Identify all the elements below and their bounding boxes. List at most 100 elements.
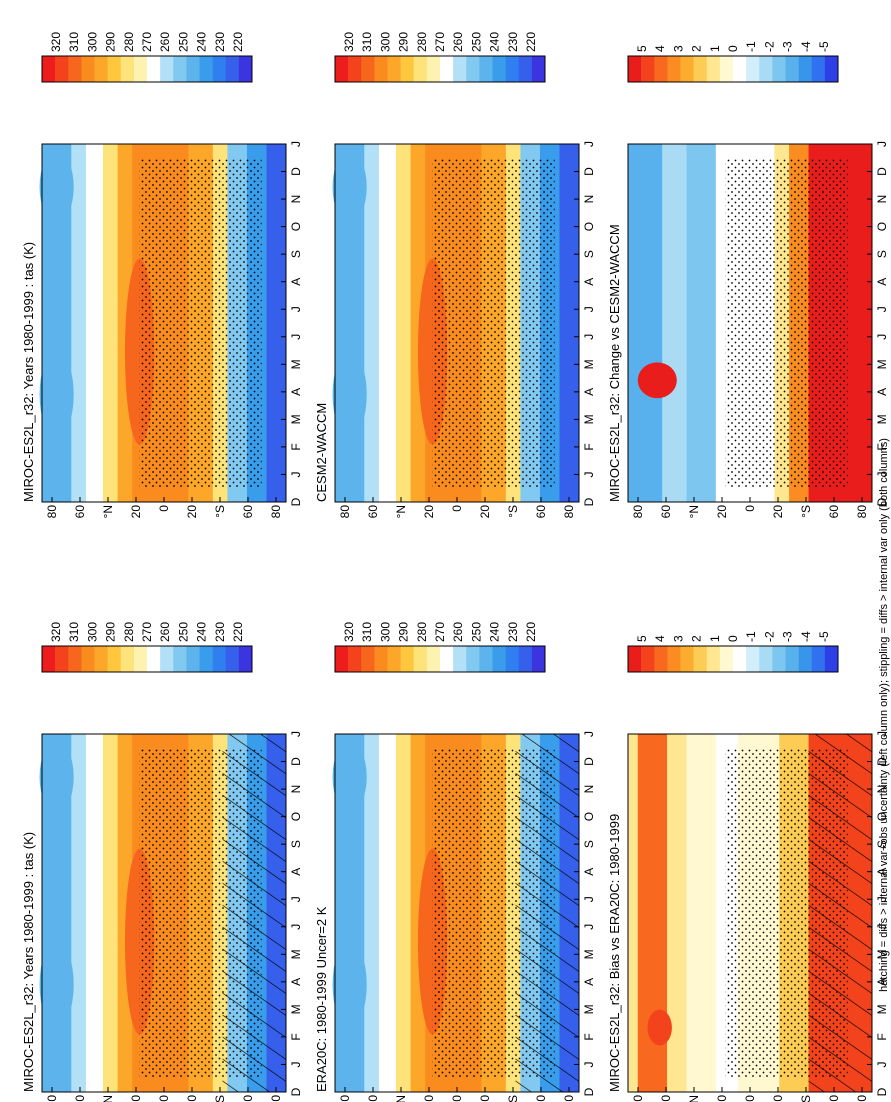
x-tick-label: J	[582, 471, 596, 477]
colorbar-label: 300	[85, 622, 99, 642]
x-tick-label: J	[582, 306, 596, 312]
arctic-winter	[332, 151, 367, 223]
y-tick-label: 20	[715, 505, 729, 519]
colorbar-swatch	[746, 56, 760, 82]
colorbar-swatch	[374, 646, 388, 672]
y-tick-label: 60	[534, 505, 548, 519]
colorbar-swatch	[186, 646, 200, 672]
colorbar-swatch	[505, 56, 520, 82]
colorbar-swatch	[426, 646, 441, 672]
x-tick-label: J	[875, 141, 889, 147]
y-tick-label: 80	[45, 1095, 59, 1102]
y-tick-label: 60	[827, 505, 841, 519]
x-tick-label: M	[875, 1004, 889, 1014]
y-tick-label: °N	[687, 1095, 701, 1102]
y-tick-label: 20	[129, 505, 143, 519]
colorbar: 320 310 300 290 280 270 260 250 240 230 220	[334, 32, 546, 83]
colorbar-label: -4	[799, 41, 813, 52]
colorbar-swatch	[387, 646, 401, 672]
colorbar-swatch	[133, 56, 148, 82]
x-tick-label: O	[875, 812, 889, 821]
colorbar-label: 5	[635, 45, 649, 52]
colorbar-label: 220	[524, 622, 538, 642]
colorbar-swatch	[199, 56, 213, 82]
arctic-winter	[39, 741, 74, 813]
y-tick-label: 80	[562, 1095, 576, 1102]
y-tick-label: 60	[73, 1095, 87, 1102]
x-tick-label: J	[582, 924, 596, 930]
colorbar-swatch	[654, 56, 668, 82]
colorbar-swatch	[798, 646, 813, 672]
colorbar-label: 250	[176, 622, 190, 642]
colorbar-swatch	[387, 56, 401, 82]
contour-band	[662, 144, 688, 502]
colorbar-swatch	[492, 646, 506, 672]
contour-band	[71, 734, 87, 1092]
panel-left-bottom: MIROC-ES2L_r32: Bias vs ERA20C: 1980-199…	[607, 631, 889, 1102]
colorbar-label: 280	[415, 622, 429, 642]
y-tick-label: 20	[422, 505, 436, 519]
arctic-winter	[39, 151, 74, 223]
colorbar-swatch	[42, 646, 56, 672]
colorbar-label: 0	[726, 635, 740, 642]
colorbar-swatch	[413, 646, 428, 672]
colorbar-swatch	[466, 646, 480, 672]
colorbar-label: 320	[342, 32, 356, 52]
colorbar-label: 3	[671, 635, 685, 642]
colorbar-label: 280	[122, 622, 136, 642]
y-tick-label: 0	[157, 1095, 171, 1102]
y-tick-label: 20	[478, 505, 492, 519]
colorbar-swatch	[641, 646, 655, 672]
colorbar-swatch	[693, 56, 708, 82]
colorbar-label: 290	[104, 622, 118, 642]
y-tick-label: 80	[631, 505, 645, 519]
arctic-winter	[332, 941, 367, 1028]
panel-title: MIROC-ES2L_r32: Change vs CESM2-WACCM	[607, 224, 622, 502]
colorbar-label: -1	[744, 631, 758, 642]
colorbar-label: 2	[690, 635, 704, 642]
panel-title: MIROC-ES2L_r32: Bias vs ERA20C: 1980-199…	[607, 814, 622, 1092]
x-tick-label: S	[875, 250, 889, 258]
colorbar-swatch	[531, 646, 546, 672]
y-tick-label: °S	[506, 505, 520, 518]
colorbar-label: 260	[158, 622, 172, 642]
x-tick-label: J	[289, 924, 303, 930]
colorbar-label: 280	[415, 32, 429, 52]
colorbar-label: 220	[524, 32, 538, 52]
colorbar-swatch	[641, 56, 655, 82]
y-tick-label: 0	[450, 1095, 464, 1102]
colorbar-swatch	[335, 56, 349, 82]
x-tick-label: J	[289, 141, 303, 147]
y-tick-label: 80	[855, 505, 869, 519]
x-tick-label: J	[289, 896, 303, 902]
colorbar-swatch	[238, 56, 253, 82]
x-tick-label: A	[289, 868, 303, 876]
colorbar-swatch	[186, 56, 200, 82]
colorbar-label: 2	[690, 45, 704, 52]
plot-area	[628, 144, 873, 502]
colorbar-label: 240	[488, 32, 502, 52]
y-tick-label: 20	[422, 1095, 436, 1102]
panel-right-top: MIROC-ES2L_r32: Years 1980-1999 : tas (K…	[21, 32, 303, 519]
y-tick-label: 80	[338, 505, 352, 519]
colorbar-swatch	[160, 56, 174, 82]
y-tick-label: °N	[687, 505, 701, 518]
x-tick-label: N	[289, 785, 303, 794]
colorbar-swatch	[772, 646, 786, 672]
y-tick-label: 0	[157, 505, 171, 512]
colorbar-swatch	[107, 56, 122, 82]
x-tick-label: D	[289, 757, 303, 766]
colorbar-label: 270	[433, 622, 447, 642]
colorbar-swatch	[199, 646, 213, 672]
hatching	[808, 734, 872, 1092]
colorbar-swatch	[335, 646, 349, 672]
y-tick-label: 60	[366, 1095, 380, 1102]
colorbar-label: 0	[726, 45, 740, 52]
x-tick-label: N	[875, 195, 889, 204]
colorbar-swatch	[212, 56, 227, 82]
x-tick-label: F	[289, 443, 303, 450]
y-tick-label: 60	[659, 505, 673, 519]
x-tick-label: N	[875, 785, 889, 794]
colorbar-swatch	[492, 56, 506, 82]
x-tick-label: A	[875, 278, 889, 286]
